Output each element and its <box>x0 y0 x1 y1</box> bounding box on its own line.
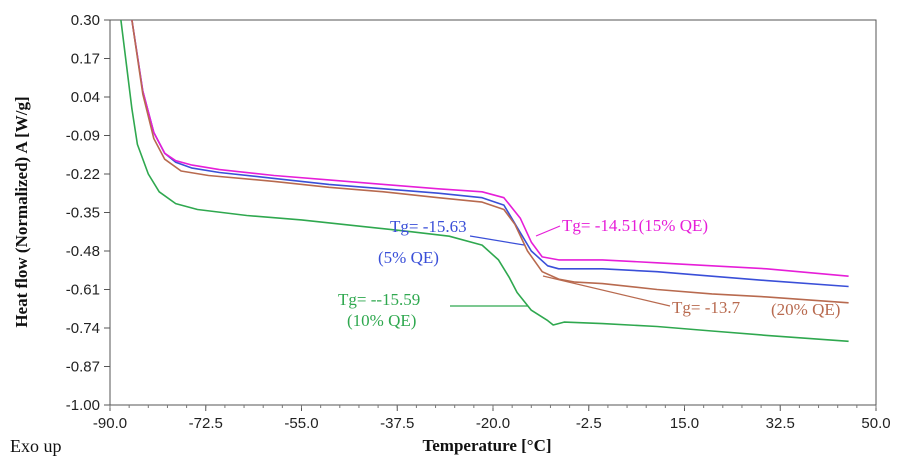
y-tick-label: -0.09 <box>66 128 100 145</box>
series-line-qe15 <box>131 20 849 277</box>
x-tick-label: 32.5 <box>766 415 795 432</box>
x-tick-label: -90.0 <box>93 415 127 432</box>
leader-20 <box>542 275 671 307</box>
plot-area <box>109 19 877 406</box>
x-tick-label: -55.0 <box>284 415 318 432</box>
qe-5-label: (5% QE) <box>378 248 439 267</box>
tg-20-label: Tg= -13.7 <box>672 298 741 317</box>
tg-10-label: Tg= --15.59 <box>338 290 420 309</box>
series-lines <box>120 20 849 343</box>
x-axis-title: Temperature [°C] <box>422 436 551 455</box>
qe-20-label: (20% QE) <box>771 300 840 319</box>
y-tick-label: -0.48 <box>66 243 100 260</box>
y-tick-label: -1.00 <box>66 397 100 414</box>
tg-15-label: Tg= -14.51(15% QE) <box>562 216 708 235</box>
y-tick-label: 0.04 <box>71 89 100 106</box>
annotation-leaders <box>450 225 671 307</box>
leader-15 <box>535 225 561 237</box>
exo-up-note: Exo up <box>10 436 62 456</box>
axis-ticks: -90.0 -72.5 -55.0 -37.5 -20.0 -2.5 15.0 32.5 50.… <box>66 12 891 432</box>
y-tick-label: -0.61 <box>66 282 100 299</box>
x-tick-label: -72.5 <box>189 415 223 432</box>
y-axis-title: Heat flow (Normalized) A [W/g] <box>12 96 31 327</box>
series-line-qe20 <box>131 20 849 304</box>
x-tick-label: 50.0 <box>861 415 890 432</box>
y-tick-label: 0.17 <box>71 51 100 68</box>
leader-5 <box>469 235 525 246</box>
x-tick-label: 15.0 <box>670 415 699 432</box>
x-tick-label: -37.5 <box>380 415 414 432</box>
tg-5-label: Tg= -15.63 <box>390 217 467 236</box>
qe-10-label: (10% QE) <box>347 311 416 330</box>
y-tick-label: -0.22 <box>66 166 100 183</box>
series-line-qe10 <box>120 20 849 343</box>
x-tick-label: -20.0 <box>476 415 510 432</box>
y-tick-label: -0.35 <box>66 205 100 222</box>
x-tick-label: -2.5 <box>576 415 602 432</box>
y-tick-label: -0.87 <box>66 359 100 376</box>
y-tick-label: -0.74 <box>66 320 100 337</box>
y-tick-label: 0.30 <box>71 12 100 29</box>
